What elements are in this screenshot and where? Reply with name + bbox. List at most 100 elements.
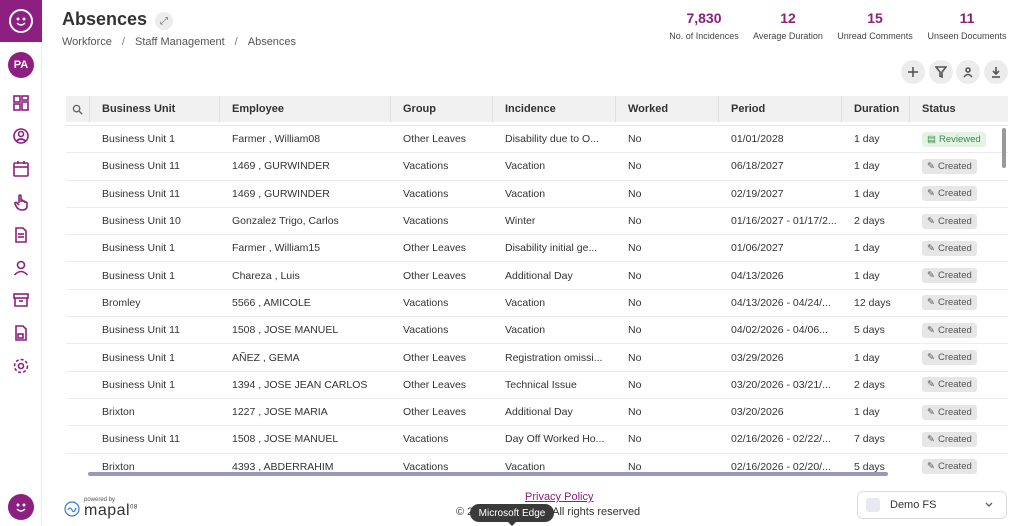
brand-suffix: 08 [130, 504, 138, 511]
company-selector[interactable]: Demo FS [857, 491, 1007, 519]
table-cell: Other Leaves [403, 406, 467, 419]
edit-icon: ✎ [927, 352, 935, 364]
table-cell: No [628, 242, 642, 255]
table-row[interactable]: Brixton 1227 , JOSE MARIA Other Leaves Addi… [66, 399, 1008, 427]
column-header[interactable]: Incidence [493, 96, 616, 122]
table-row[interactable]: Business Unit 1 AÑEZ , GEMA Other Leaves Re… [66, 344, 1008, 372]
table-row[interactable]: Business Unit 11 1508 , JOSE MANUEL Vacati… [66, 317, 1008, 345]
table-cell: 1227 , JOSE MARIA [232, 406, 328, 419]
status-badge: ✎ Created [922, 186, 977, 202]
privacy-policy-link[interactable]: Privacy Policy [525, 491, 594, 503]
vertical-scrollbar[interactable] [1002, 128, 1006, 168]
table-cell: Vacations [403, 433, 449, 446]
column-header[interactable]: Employee [220, 96, 391, 122]
status-label: Created [937, 160, 972, 172]
add-icon [908, 67, 918, 77]
table-cell: 1469 , GURWINDER [232, 187, 330, 200]
settings-icon[interactable] [11, 356, 31, 376]
breadcrumb-item-absences: Absences [247, 36, 297, 48]
table-row[interactable]: Business Unit 11 1508 , JOSE MANUEL Vacati… [66, 426, 1008, 454]
table-row[interactable]: Business Unit 11 1469 , GURWINDER Vacation… [66, 181, 1008, 208]
company-name: Demo FS [890, 499, 937, 511]
stat-label: Unread Comments [837, 31, 913, 41]
table-cell: 06/18/2027 [731, 160, 784, 173]
table-header: Business Unit Employee Group Incidence W… [66, 96, 1008, 122]
table-cell: Disability due to O... [505, 133, 599, 146]
calendar-icon[interactable] [11, 159, 31, 179]
app-logo-icon [9, 9, 33, 33]
table-row[interactable]: Business Unit 1 1394 , JOSE JEAN CARLOS Ot… [66, 372, 1008, 399]
powered-by-label: powered by [84, 497, 116, 503]
search-icon[interactable] [66, 96, 90, 122]
column-header[interactable]: Status [922, 103, 956, 115]
table-cell: Disability initial ge... [505, 242, 598, 255]
table-cell: Business Unit 1 [102, 133, 175, 146]
user-icon[interactable] [11, 258, 31, 278]
table-row[interactable]: Business Unit 1 Chareza , Luis Other Leave… [66, 262, 1008, 290]
chevron-down-icon [985, 502, 993, 507]
table-row[interactable]: Business Unit 11 1469 , GURWINDER Vacation… [66, 153, 1008, 181]
column-header[interactable]: Worked [616, 96, 719, 122]
status-badge: ✎ Created [922, 158, 977, 174]
table-cell: 1 day [854, 133, 880, 146]
add-button[interactable] [901, 60, 925, 84]
table-cell: Other Leaves [403, 351, 467, 364]
stat-label: Average Duration [753, 31, 823, 41]
user-circle-icon[interactable] [11, 126, 31, 146]
stat-value: 11 [959, 10, 975, 26]
table-cell: 03/20/2026 [731, 406, 784, 419]
table-cell: Technical Issue [505, 378, 577, 391]
table-cell: Vacations [403, 296, 449, 309]
brand-name: mapal [84, 502, 131, 519]
filter-button[interactable] [929, 60, 953, 84]
status-badge: ✎ Created [922, 322, 977, 338]
table-row[interactable]: Bromley 5566 , AMICOLE Vacations Vacation No… [66, 290, 1008, 318]
breadcrumb-separator: / [234, 36, 238, 48]
filter-icon [935, 66, 947, 78]
column-header[interactable]: Group [391, 96, 493, 122]
table-cell: Farmer , William15 [232, 242, 321, 255]
download-button[interactable] [984, 60, 1008, 84]
table-cell: 1 day [854, 351, 880, 364]
table-cell: Other Leaves [403, 269, 467, 282]
table-cell: 03/29/2026 [731, 351, 784, 364]
column-header[interactable]: Period [719, 96, 842, 122]
table-cell: 1 day [854, 269, 880, 282]
table-cell: ✎ Created [910, 350, 1008, 366]
avatar[interactable]: PA [8, 52, 34, 78]
mapal-app-icon[interactable] [8, 494, 34, 520]
dashboard-icon[interactable] [11, 93, 31, 113]
report-icon[interactable] [11, 323, 31, 343]
edit-icon: ✎ [927, 324, 935, 336]
table-row[interactable]: Business Unit 1 Farmer , William08 Other L… [66, 126, 1008, 154]
hand-pointer-icon[interactable] [11, 192, 31, 212]
table-row[interactable]: Brixton 4393 , ABDERRAHIM Vacations Vacatio… [66, 454, 1008, 475]
status-badge: ✎ Created [922, 350, 977, 366]
table-cell: ▤ Reviewed [910, 131, 1008, 147]
expand-icon[interactable]: ⤢ [155, 12, 173, 30]
horizontal-scrollbar[interactable] [88, 472, 888, 476]
table-cell: Other Leaves [403, 242, 467, 255]
breadcrumb-item-staff-management[interactable]: Staff Management [134, 36, 225, 48]
status-badge: ✎ Created [922, 431, 977, 447]
status-label: Created [937, 188, 972, 200]
table-cell: Business Unit 1 [102, 378, 175, 391]
edit-icon: ✎ [927, 270, 935, 282]
table-row[interactable]: Business Unit 10 Gonzalez Trigo, Carlos Va… [66, 208, 1008, 236]
app-logo[interactable] [0, 0, 42, 42]
stat-unseen-documents: 11 Unseen Documents [925, 10, 1009, 41]
column-header[interactable]: Business Unit [90, 96, 220, 122]
column-header[interactable]: Duration [842, 96, 910, 122]
table-row[interactable]: Business Unit 1 Farmer , William15 Other L… [66, 235, 1008, 263]
export-person-button[interactable] [956, 60, 980, 84]
table-cell: ✎ Created [910, 158, 1008, 174]
status-badge: ✎ Created [922, 459, 977, 475]
table-cell: Business Unit 11 [102, 160, 181, 173]
table-cell: Vacations [403, 460, 449, 473]
table-cell: No [628, 351, 642, 364]
document-icon[interactable] [11, 225, 31, 245]
archive-icon[interactable] [11, 290, 31, 310]
table-cell: No [628, 133, 642, 146]
download-icon [992, 67, 1000, 78]
breadcrumb-item-workforce[interactable]: Workforce [62, 36, 112, 48]
